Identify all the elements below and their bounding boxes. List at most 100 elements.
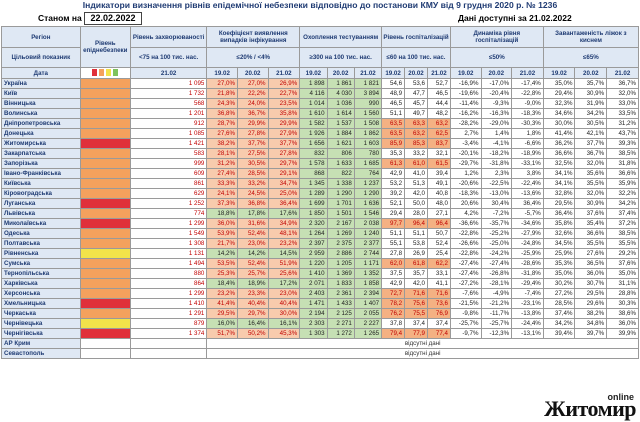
hosp-value: 78,2 — [381, 298, 406, 309]
incidence-value: 774 — [129, 208, 208, 219]
legend-swatch-yellow — [106, 69, 112, 77]
testing-value: 2 886 — [326, 248, 355, 259]
oxygen-value: 32,0% — [606, 88, 639, 99]
oxygen-value: 37,4% — [606, 208, 639, 219]
oxygen-value: 32,5% — [542, 158, 576, 169]
testing-value: 1 898 — [299, 78, 328, 89]
table-row: Дніпропетровська 912 28,7% 29,9% 29,9% 1 582 1… — [1, 118, 639, 129]
positivity-value: 23,0% — [236, 238, 269, 249]
testing-value: 1 636 — [353, 198, 383, 209]
level-cell — [79, 228, 131, 239]
hosp-value: 77,9 — [404, 328, 428, 339]
testing-value: 2 227 — [353, 318, 383, 329]
incidence-value: 1 732 — [129, 88, 208, 99]
positivity-value: 37,7% — [267, 138, 301, 149]
hosp-value: 85,3 — [404, 138, 428, 149]
testing-value: 2 271 — [326, 318, 355, 329]
region-name: Закарпатська — [1, 148, 81, 159]
positivity-value: 38,2% — [206, 138, 238, 149]
positivity-value: 45,3% — [267, 328, 301, 339]
hosp-dyn-value: -30,3% — [511, 118, 544, 129]
region-name: Київська — [1, 178, 81, 189]
hosp-value: 71,6 — [404, 288, 428, 299]
oxygen-value: 30,7% — [574, 278, 608, 289]
hosp-dyn-value: -27,4% — [449, 268, 482, 279]
region-name: Миколаївська — [1, 218, 81, 229]
positivity-value: 36,8% — [206, 108, 238, 119]
positivity-value: 37,7% — [236, 138, 269, 149]
testing-value: 822 — [326, 168, 355, 179]
positivity-value: 29,5% — [206, 308, 238, 319]
testing-value: 2 377 — [353, 238, 383, 249]
hosp-dyn-value: 1,2% — [449, 168, 482, 179]
hosp-value: 76,2 — [381, 308, 406, 319]
hosp-value: 33,1 — [426, 268, 451, 279]
hosp-value: 27,8 — [381, 248, 406, 259]
hosp-value: 61,3 — [381, 158, 406, 169]
oxygen-value: 31,8% — [606, 158, 639, 169]
hosp-dyn-value: -17,0% — [480, 78, 513, 89]
testing-value: 4 116 — [299, 88, 328, 99]
hosp-value: 62,2 — [426, 258, 451, 269]
hosp-dyn-value: -11,4% — [449, 98, 482, 109]
table-row: Одеська 1 549 53,9% 52,4% 48,1% 1 264 1 269 1 2… — [1, 228, 639, 239]
testing-value: 764 — [353, 168, 383, 179]
region-name: Хмельницька — [1, 298, 81, 309]
oxygen-value: 43,7% — [606, 128, 639, 139]
testing-value: 1 701 — [326, 198, 355, 209]
oxygen-value: 36,0% — [574, 268, 608, 279]
hosp-value: 48,9 — [381, 88, 406, 99]
level-cell — [79, 128, 131, 139]
positivity-value: 24,3% — [206, 98, 238, 109]
oxygen-value: 39,7% — [574, 328, 608, 339]
table-row-no-data: АР Крим відсутні дані — [1, 338, 639, 349]
positivity-value: 34,7% — [267, 178, 301, 189]
region-name: Житомирська — [1, 138, 81, 149]
positivity-value: 25,6% — [267, 268, 301, 279]
table-row: Черкаська 1 291 29,5% 29,7% 30,0% 2 194 2 125 2… — [1, 308, 639, 319]
oxygen-value: 36,6% — [574, 228, 608, 239]
table-row: Житомирська 1 421 38,2% 37,7% 37,7% 1 656 1 62… — [1, 138, 639, 149]
hosp-dyn-value: -18,3% — [511, 108, 544, 119]
oxygen-value: 35,0% — [542, 78, 576, 89]
legend-swatch-green — [113, 69, 119, 77]
hosp-dyn-value: 1,8% — [511, 128, 544, 139]
header-hosp-dyn: Динаміка рівня госпіталізацій — [449, 26, 544, 48]
level-cell — [79, 278, 131, 289]
positivity-value: 26,9% — [267, 78, 301, 89]
positivity-value: 29,1% — [267, 168, 301, 179]
oxygen-value: 38,5% — [606, 148, 639, 159]
testing-value: 1 265 — [353, 328, 383, 339]
positivity-value: 24,1% — [206, 188, 238, 199]
hosp-dyn-value: -9,3% — [480, 98, 513, 109]
hosp-value: 49,1 — [426, 178, 451, 189]
level-cell — [79, 348, 131, 359]
incidence-value: 1 085 — [129, 128, 208, 139]
table-row: Миколаївська 1 299 36,0% 31,6% 34,9% 2 320 2 1… — [1, 218, 639, 229]
hosp-dyn-value: -11,7% — [480, 308, 513, 319]
hosp-dyn-value: -28,6% — [511, 258, 544, 269]
testing-value: 2 038 — [353, 218, 383, 229]
hosp-value: 51,3 — [404, 178, 428, 189]
hosp-value: 33,2 — [404, 148, 428, 159]
testing-value: 1 410 — [299, 268, 328, 279]
positivity-value: 27,5% — [236, 148, 269, 159]
hosp-dyn-value: -18,2% — [480, 148, 513, 159]
hosp-value: 53,6 — [404, 78, 428, 89]
level-cell — [79, 308, 131, 319]
oxygen-value: 34,6% — [542, 108, 576, 119]
status-line: Станом на 22.02.2022 Дані доступні за 21… — [0, 12, 640, 25]
table-row: Харківська 864 18,4% 18,9% 17,2% 2 071 1 833 1 … — [1, 278, 639, 289]
header-incidence: Рівень захворюваності — [129, 26, 208, 48]
table-row-no-data: Севастополь відсутні дані — [1, 348, 639, 359]
hosp-dyn-value: -34,6% — [511, 218, 544, 229]
testing-value: 1 685 — [353, 158, 383, 169]
table-row: Закарпатська 583 28,1% 27,5% 27,8% 832 806 780 3… — [1, 148, 639, 159]
positivity-value: 25,0% — [267, 188, 301, 199]
hosp-dyn-value: -9,7% — [449, 328, 482, 339]
incidence-value: 1 308 — [129, 238, 208, 249]
level-cell — [79, 268, 131, 279]
oxygen-value: 36,5% — [574, 258, 608, 269]
date-col: 19.02 — [449, 67, 482, 79]
date-col: 21.02 — [511, 67, 544, 79]
